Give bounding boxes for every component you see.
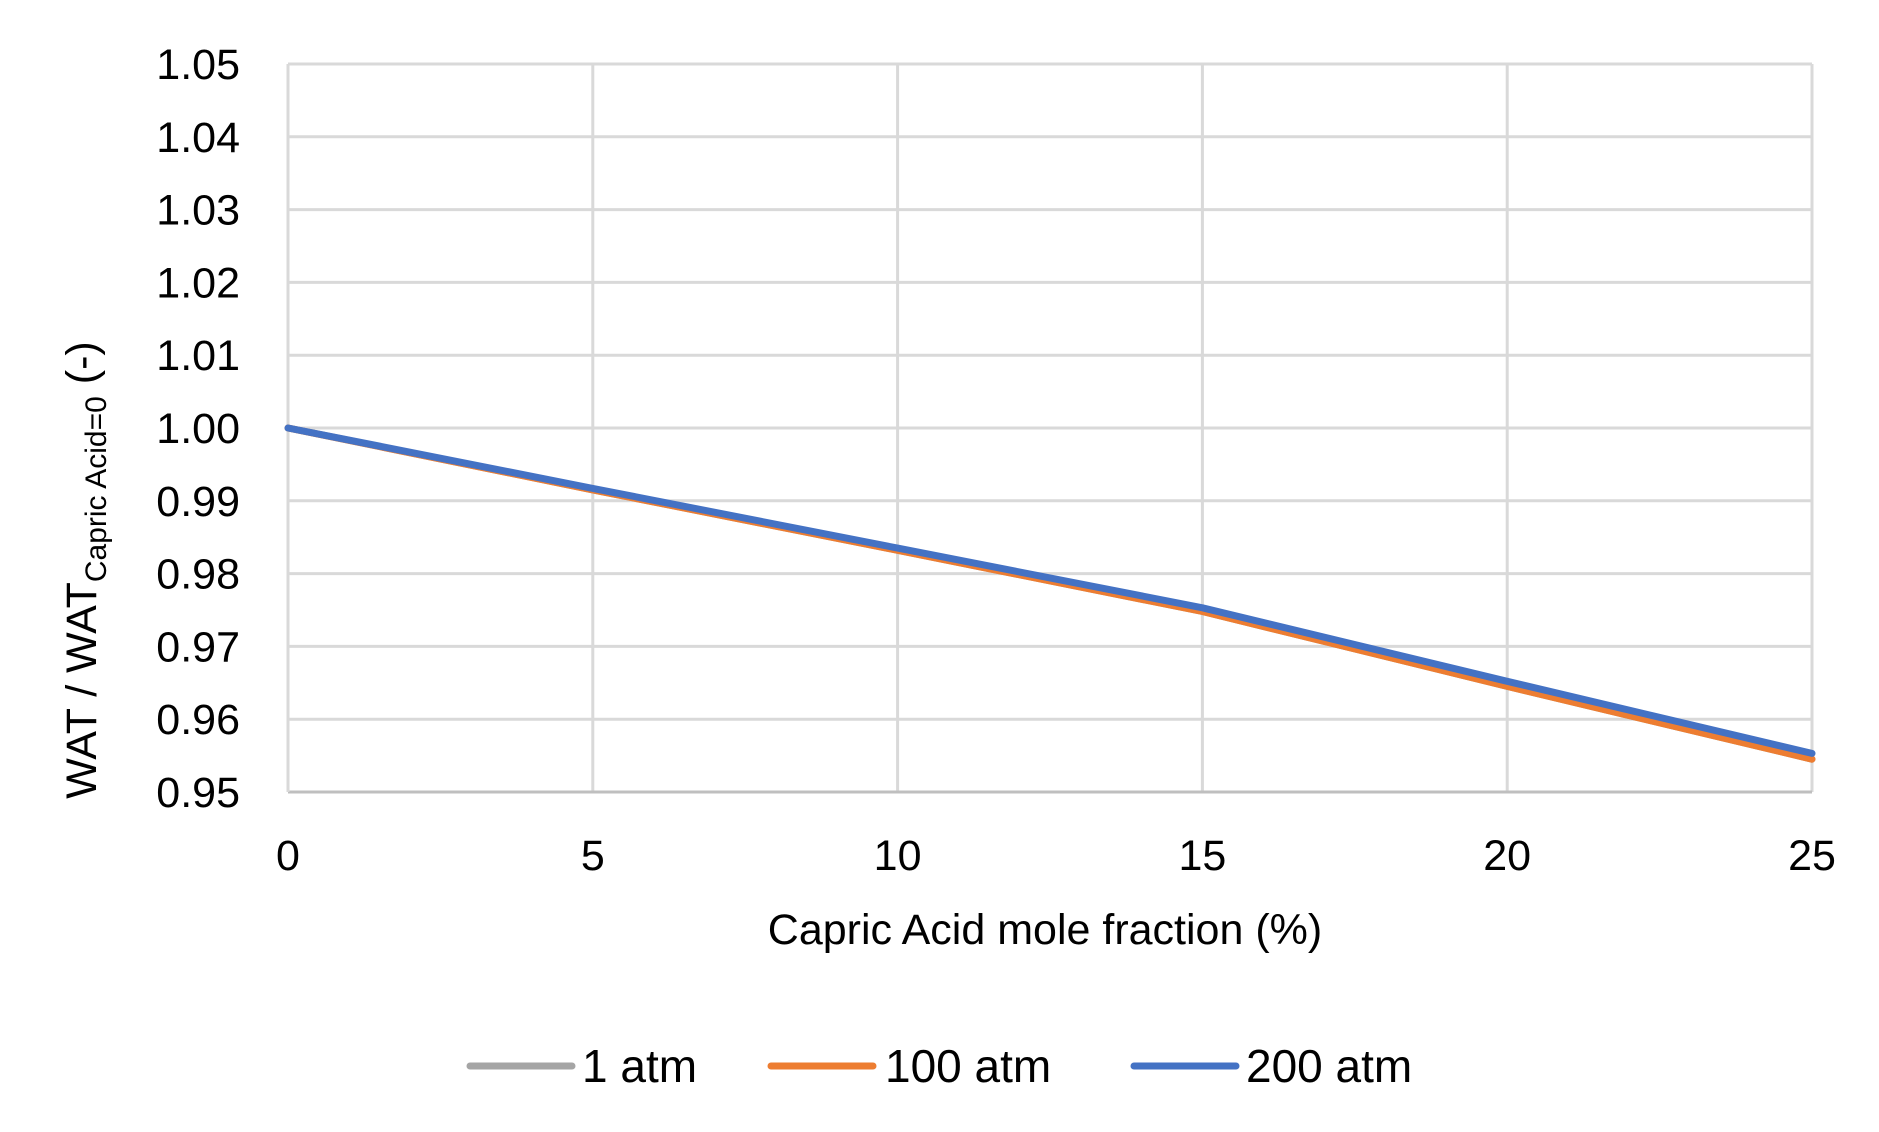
x-axis-title: Capric Acid mole fraction (%) — [768, 906, 1322, 954]
x-tick-label: 15 — [1178, 832, 1226, 880]
series-line-2 — [284, 424, 1816, 763]
y-axis-title-main: WAT / WAT — [58, 582, 106, 799]
y-tick-label: 1.01 — [156, 332, 240, 380]
y-tick-label: 0.95 — [156, 769, 240, 817]
y-tick-labels: 0.95 0.96 0.97 0.98 0.99 1.00 1.01 1.02 1.03 1.04… — [156, 41, 240, 817]
x-tick-label: 25 — [1788, 832, 1836, 880]
legend-label: 200 atm — [1246, 1040, 1412, 1092]
y-axis-title: WAT / WATCapric Acid=0 (-) — [58, 341, 113, 798]
x-tick-labels: 0 5 10 15 20 25 — [276, 832, 1836, 880]
x-tick-label: 20 — [1483, 832, 1531, 880]
y-tick-label: 0.97 — [156, 623, 240, 671]
grid — [286, 62, 1814, 794]
legend-label: 1 atm — [582, 1040, 697, 1092]
y-tick-label: 0.99 — [156, 478, 240, 526]
y-tick-label: 0.96 — [156, 696, 240, 744]
y-tick-label: 1.03 — [156, 187, 240, 235]
y-axis-title-subscript: Capric Acid=0 — [80, 396, 113, 582]
y-tick-label: 1.04 — [156, 114, 240, 162]
legend-label: 100 atm — [885, 1040, 1051, 1092]
x-tick-label: 5 — [581, 832, 605, 880]
y-tick-label: 1.00 — [156, 405, 240, 453]
y-tick-label: 1.02 — [156, 259, 240, 307]
x-tick-label: 0 — [276, 832, 300, 880]
legend: 1 atm 100 atm 200 atm — [466, 1040, 1412, 1092]
y-tick-label: 0.98 — [156, 551, 240, 599]
series-lines — [284, 424, 1816, 763]
x-tick-label: 10 — [874, 832, 922, 880]
y-axis-title-suffix: (-) — [58, 341, 106, 396]
series-line-3 — [284, 424, 1816, 757]
y-tick-label: 1.05 — [156, 41, 240, 89]
